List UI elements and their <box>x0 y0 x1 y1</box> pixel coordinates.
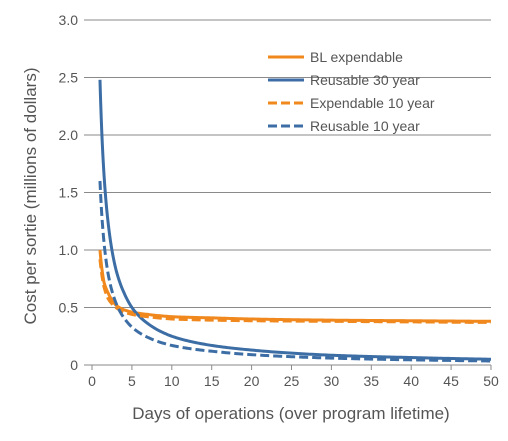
series-line-bl-expendable <box>98 248 492 323</box>
x-tick-label: 10 <box>164 373 180 389</box>
y-tick-label: 0.5 <box>59 300 79 316</box>
x-tick-label: 0 <box>88 373 96 389</box>
legend-item: Reusable 10 year <box>268 118 420 134</box>
legend-label: BL expendable <box>310 49 403 65</box>
y-tick-label: 3.0 <box>59 12 79 28</box>
gridlines <box>84 19 491 366</box>
x-tick-label: 20 <box>244 373 260 389</box>
series-line-reusable-10-year <box>98 179 492 363</box>
y-tick-label: 1.5 <box>59 185 79 201</box>
x-tick-label: 45 <box>443 373 459 389</box>
x-tick-label: 50 <box>483 373 499 389</box>
series-line-expendable-10-year <box>98 257 492 324</box>
y-axis: 0 0.5 1.0 1.5 2.0 2.5 3.0 <box>59 12 79 373</box>
x-tick-label: 35 <box>364 373 380 389</box>
legend-item: Expendable 10 year <box>268 95 435 111</box>
series-line-reusable-30-year <box>98 78 492 361</box>
series-lines <box>98 78 492 363</box>
y-tick-label: 2.5 <box>59 70 79 86</box>
x-axis: 0 5 10 15 20 25 30 35 40 45 50 <box>88 365 499 389</box>
legend-label: Reusable 30 year <box>310 72 420 88</box>
x-tick-label: 15 <box>204 373 220 389</box>
legend-label: Expendable 10 year <box>310 95 435 111</box>
x-axis-title: Days of operations (over program lifetim… <box>132 404 449 423</box>
legend-item: Reusable 30 year <box>268 72 420 88</box>
x-tick-label: 30 <box>324 373 340 389</box>
legend-item: BL expendable <box>268 49 403 65</box>
y-tick-label: 0 <box>70 357 78 373</box>
x-tick-label: 25 <box>284 373 300 389</box>
legend-label: Reusable 10 year <box>310 118 420 134</box>
x-tick-label: 40 <box>403 373 419 389</box>
y-tick-label: 1.0 <box>59 242 79 258</box>
legend: BL expendable Reusable 30 year Expendable … <box>268 49 435 134</box>
y-axis-title: Cost per sortie (millions of dollars) <box>21 68 40 325</box>
x-tick-label: 5 <box>128 373 136 389</box>
y-tick-label: 2.0 <box>59 127 79 143</box>
